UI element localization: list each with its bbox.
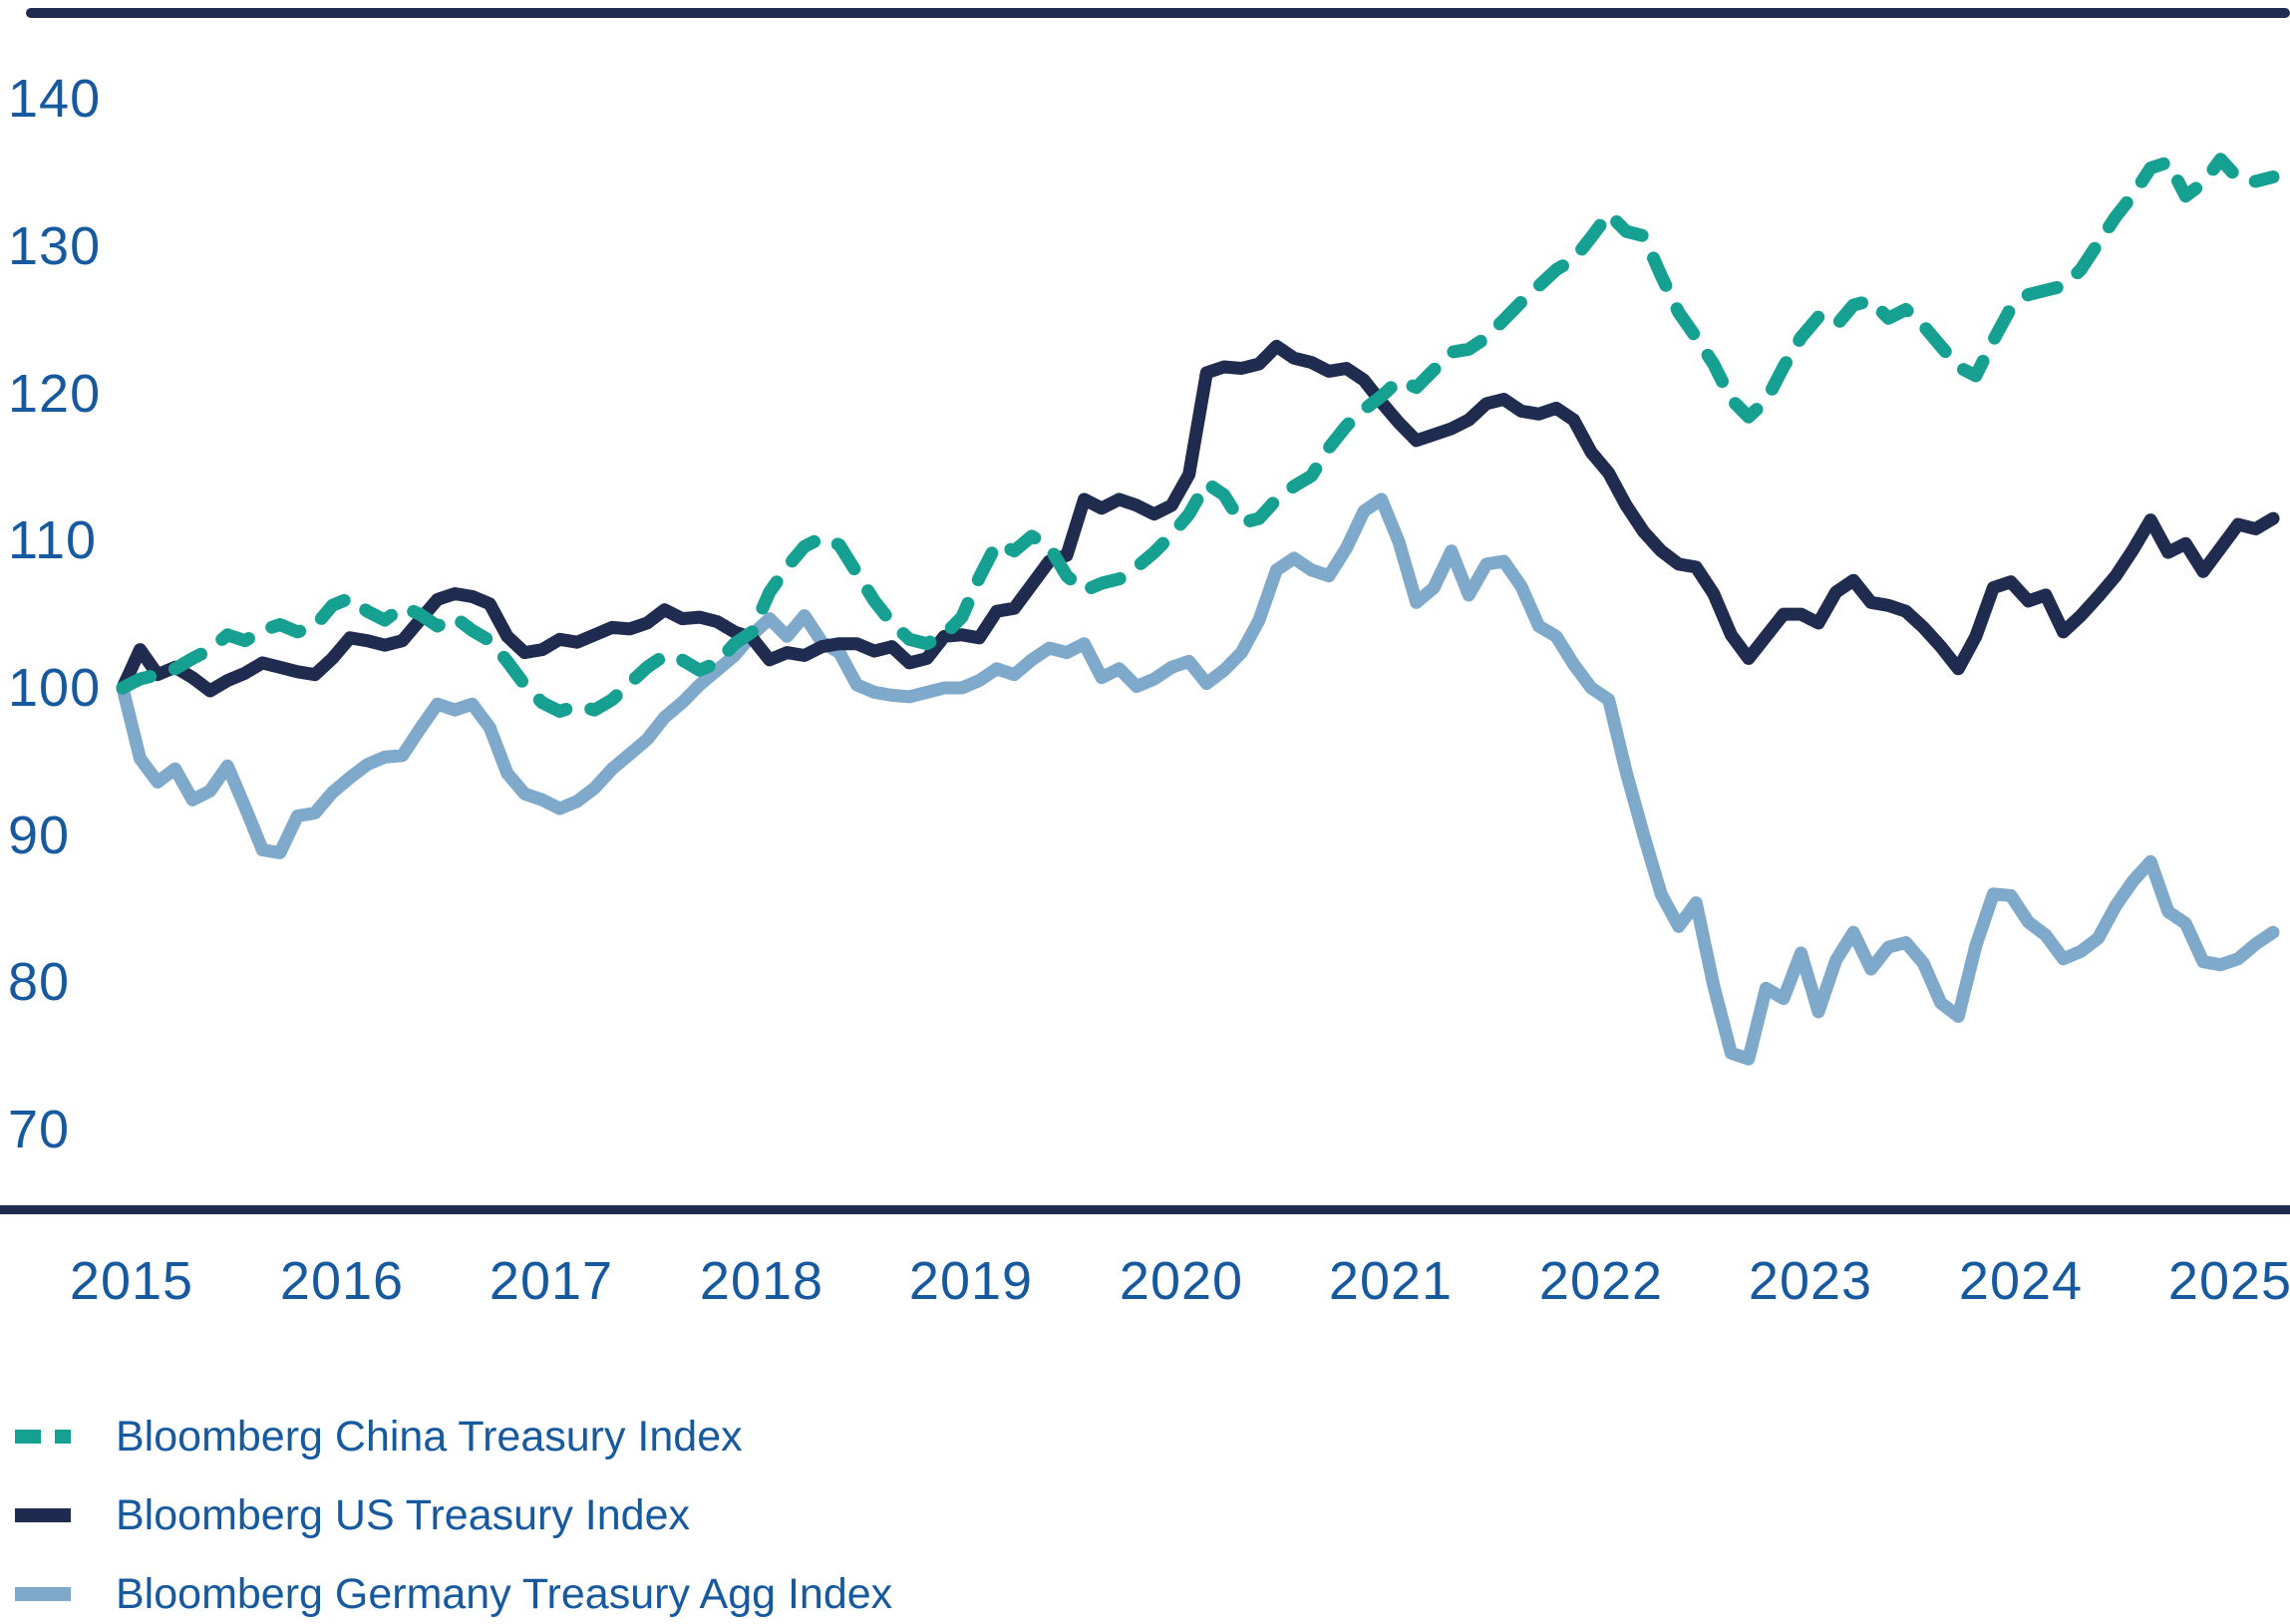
y-tick-label: 130: [8, 216, 102, 276]
x-tick-label: 2016: [279, 1251, 405, 1311]
x-tick-label: 2017: [489, 1251, 614, 1311]
x-tick-label: 2020: [1119, 1251, 1244, 1311]
chart-legend: Bloomberg China Treasury Index Bloomberg…: [8, 1408, 892, 1624]
legend-label-china: Bloomberg China Treasury Index: [116, 1412, 743, 1461]
legend-item-germany: Bloomberg Germany Treasury Agg Index: [8, 1565, 892, 1623]
us-series-line: [116, 339, 2280, 698]
germany-solid-line-icon: [15, 1587, 71, 1601]
top-border-rule: [26, 8, 2290, 18]
us-solid-line-icon: [15, 1508, 71, 1522]
x-tick-label: 2019: [908, 1251, 1034, 1311]
y-tick-label: 140: [8, 69, 102, 129]
x-tick-label: 2015: [69, 1251, 194, 1311]
china-dashed-line-icon: [15, 1430, 71, 1444]
x-tick-label: 2018: [699, 1251, 824, 1311]
y-tick-label: 80: [8, 952, 71, 1012]
legend-item-china: Bloomberg China Treasury Index: [8, 1408, 892, 1465]
y-tick-label: 120: [8, 364, 102, 424]
legend-label-us: Bloomberg US Treasury Index: [116, 1490, 690, 1539]
x-axis-line: [0, 1205, 2290, 1214]
y-tick-label: 110: [8, 510, 98, 570]
x-tick-label: 2023: [1748, 1251, 1873, 1311]
germany-series-line: [116, 492, 2280, 1066]
y-tick-label: 90: [8, 806, 71, 865]
legend-label-germany: Bloomberg Germany Treasury Agg Index: [116, 1569, 893, 1618]
x-tick-label: 2025: [2167, 1251, 2290, 1311]
x-tick-label: 2022: [1538, 1251, 1664, 1311]
y-tick-label: 100: [8, 658, 102, 718]
legend-item-us: Bloomberg US Treasury Index: [8, 1486, 892, 1544]
y-tick-label: 70: [8, 1100, 71, 1159]
china-series-line: [116, 153, 2280, 719]
x-tick-label: 2021: [1328, 1251, 1454, 1311]
x-tick-label: 2024: [1958, 1251, 2084, 1311]
